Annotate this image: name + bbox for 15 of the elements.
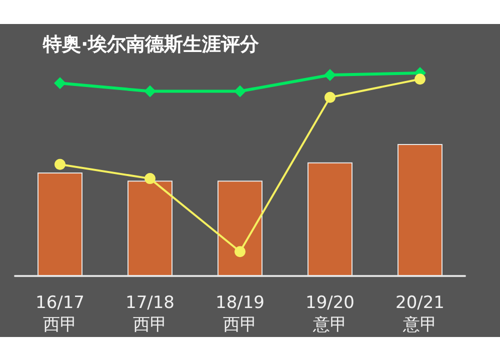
point bbox=[324, 92, 336, 103]
point bbox=[144, 173, 156, 184]
x-tick-label: 20/21 意甲 bbox=[396, 293, 444, 335]
x-tick-label: 18/19 西甲 bbox=[216, 293, 264, 335]
x-tick-label: 19/20 意甲 bbox=[306, 293, 354, 335]
point bbox=[54, 77, 66, 90]
point bbox=[324, 69, 336, 82]
x-tick-label: 17/18 西甲 bbox=[126, 293, 174, 335]
point bbox=[54, 158, 66, 170]
chart-title: 特奥·埃尔南德斯生涯评分 bbox=[42, 34, 260, 56]
point bbox=[234, 85, 246, 98]
x-tick-label: 16/17 西甲 bbox=[36, 293, 84, 335]
point bbox=[414, 74, 426, 85]
point bbox=[144, 85, 156, 98]
point bbox=[234, 246, 246, 258]
